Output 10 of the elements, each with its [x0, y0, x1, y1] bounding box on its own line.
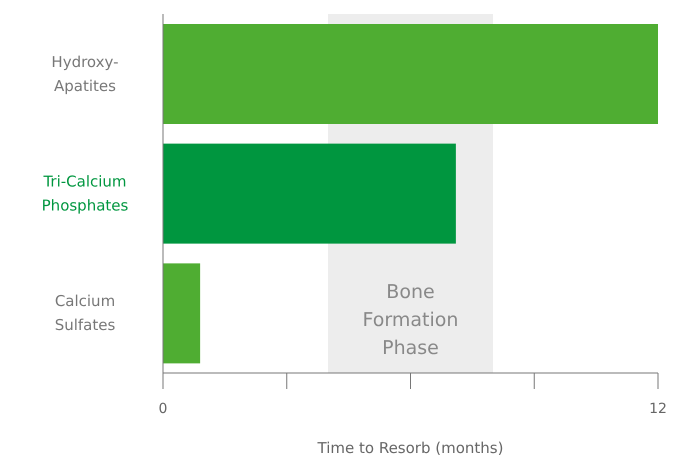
- bar: [163, 263, 200, 364]
- x-tick-label: 0: [158, 400, 168, 417]
- y-tick-label: Tri-Calcium Phosphates: [42, 172, 129, 214]
- band-label: Bone Formation Phase: [362, 281, 458, 359]
- bar: [163, 24, 658, 124]
- y-tick-label: Hydroxy-Apatites: [51, 52, 119, 95]
- bar: [163, 144, 456, 244]
- y-tick-label: Calcium Sulfates: [54, 292, 116, 334]
- x-axis-title: Time to Resorb (months): [316, 439, 504, 457]
- x-tick-label: 12: [649, 400, 667, 417]
